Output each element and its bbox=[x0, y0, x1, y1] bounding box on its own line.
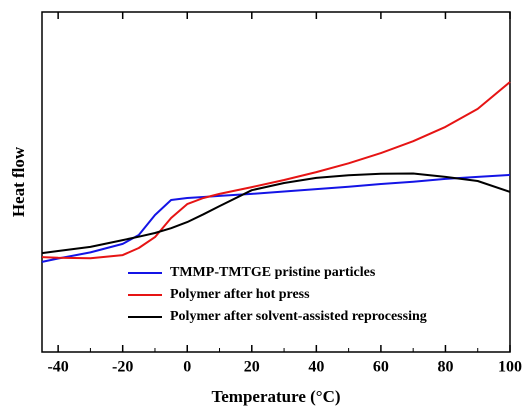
x-tick-label: 100 bbox=[498, 359, 522, 376]
series-line bbox=[41, 173, 511, 263]
x-tick-label: -40 bbox=[47, 359, 68, 376]
y-axis-label: Heat flow bbox=[9, 146, 28, 217]
series-line bbox=[41, 172, 511, 255]
x-tick-label: 80 bbox=[437, 359, 453, 376]
x-tick-label: 0 bbox=[183, 359, 191, 376]
x-tick-label: 20 bbox=[244, 359, 260, 376]
x-tick-label: 60 bbox=[373, 359, 389, 376]
legend-label: TMMP-TMTGE pristine particles bbox=[170, 265, 376, 280]
x-tick-label: -20 bbox=[112, 359, 133, 376]
legend-label: Polymer after solvent-assisted reprocess… bbox=[170, 309, 427, 324]
plot-frame bbox=[41, 11, 511, 353]
series-line bbox=[41, 81, 511, 260]
x-axis-label: Temperature (°C) bbox=[211, 387, 340, 406]
legend-label: Polymer after hot press bbox=[170, 287, 310, 302]
x-tick-label: 40 bbox=[308, 359, 324, 376]
